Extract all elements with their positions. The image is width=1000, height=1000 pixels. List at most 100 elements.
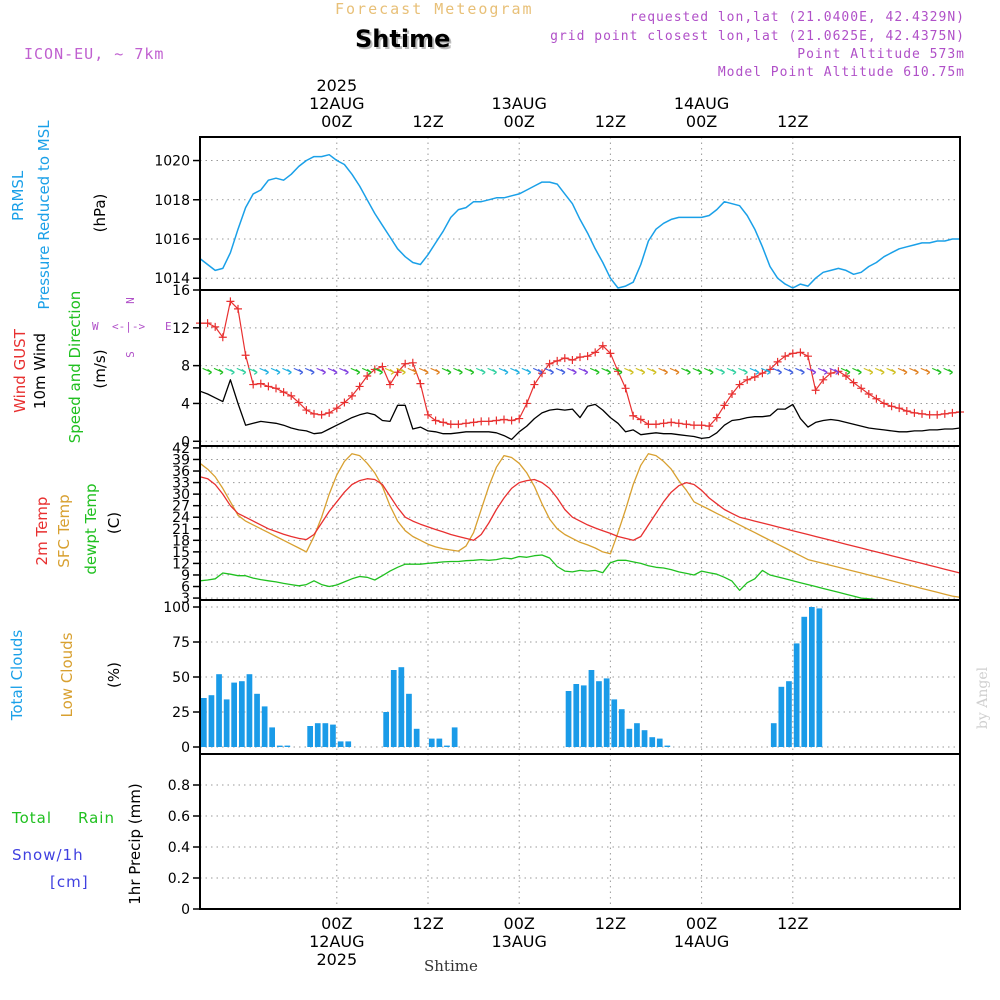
gust-marker [636, 415, 645, 424]
wind-direction-arrow [396, 367, 406, 375]
gust-marker [234, 304, 242, 313]
wind-direction-arrow [874, 367, 885, 375]
wind-direction-arrow [430, 367, 440, 375]
time-bottom-label: 12Z [777, 914, 809, 933]
gust-marker [720, 401, 729, 410]
gust-marker [355, 382, 364, 391]
wind-direction-arrow [555, 367, 566, 375]
cloud-bar [641, 730, 648, 747]
gust-marker [826, 369, 835, 378]
y-tick-label: 16 [172, 283, 190, 299]
temp-2m-line [199, 476, 961, 574]
wind-direction-arrow [852, 367, 862, 375]
wind-direction-arrow [453, 367, 463, 375]
wind-direction-arrow [567, 367, 577, 375]
wind-direction-arrow [681, 367, 691, 375]
time-bottom-label: 12Z [412, 914, 444, 933]
gust-marker [226, 297, 235, 306]
snow-label: Snow/1h [12, 846, 84, 864]
cloud-bar [284, 745, 291, 747]
gust-marker [545, 359, 554, 368]
cloud-bar [436, 738, 443, 747]
gust-marker [492, 416, 501, 425]
data-layer [196, 153, 964, 910]
y-tick-label: 21 [172, 522, 190, 538]
location-title: Shtime [355, 25, 451, 53]
grid-point-coords: grid point closest lon,lat (21.0625E, 42… [550, 29, 965, 44]
y-tick-label: 24 [172, 510, 190, 526]
wind-direction-arrow [646, 367, 657, 375]
gust-marker [446, 420, 455, 429]
wind-direction-arrow [487, 367, 497, 375]
wind-direction-arrow [897, 367, 908, 375]
wind-direction-arrow [817, 367, 828, 375]
gust-marker [522, 399, 531, 408]
cloud-bar [314, 723, 321, 747]
y-tick-label: 1018 [154, 193, 190, 209]
gust-marker [568, 355, 577, 364]
cloud-bar [307, 726, 313, 747]
gust-marker [576, 353, 584, 362]
wind-direction-arrow [225, 367, 235, 375]
cloud-bar [322, 723, 329, 747]
gust-marker [682, 420, 691, 429]
gust-marker [477, 417, 486, 426]
gust-marker [933, 410, 942, 419]
gust-marker [469, 418, 478, 427]
gust-marker [317, 410, 326, 419]
cloud-bar [603, 678, 610, 747]
gust-marker [925, 410, 934, 419]
y-tick-label: 27 [172, 499, 190, 515]
gust-marker [332, 404, 341, 413]
gust-marker [203, 319, 212, 328]
gust-marker [804, 352, 812, 361]
gust-marker [363, 372, 372, 381]
gust-marker [796, 348, 805, 357]
y-tick-label: 3 [181, 591, 190, 607]
gust-marker [895, 404, 904, 413]
y-tick-label: 15 [172, 545, 190, 561]
gust-marker [287, 391, 296, 400]
y-tick-label: 50 [172, 670, 190, 686]
gust-marker [560, 354, 569, 363]
cloud-bar [816, 608, 823, 747]
time-bottom-label: 14AUG [673, 932, 730, 951]
gust-marker [918, 409, 926, 418]
time-bottom-label: 12AUG [309, 932, 365, 951]
wind-direction-arrow [202, 367, 212, 375]
wind-direction-arrow [464, 367, 475, 375]
gust-marker [249, 380, 258, 389]
gust-marker [302, 406, 311, 415]
time-bottom-label: 00Z [503, 914, 535, 933]
wind-direction-arrow [738, 367, 748, 375]
y-tick-label: 1014 [154, 271, 190, 287]
time-top-label: 12AUG [309, 94, 365, 113]
wind-direction-arrow [601, 367, 611, 375]
cloud-bar [390, 670, 397, 747]
cloud-bar [254, 693, 260, 747]
gust-marker [948, 408, 957, 417]
gust-marker [553, 356, 562, 365]
compass-west: W [92, 320, 99, 333]
gust-marker [439, 418, 448, 427]
cloud-bar [786, 681, 792, 747]
wind-direction-arrow [544, 367, 554, 375]
cloud-bar [778, 686, 785, 747]
wind-direction-arrow [304, 367, 315, 375]
gust-marker [728, 390, 736, 398]
cloud-bar [809, 607, 815, 747]
gust-marker [583, 352, 592, 361]
wind-direction-arrow [840, 367, 851, 375]
gust-marker [272, 384, 280, 393]
y-tick-label: 4 [181, 396, 190, 412]
time-top-label: 00Z [685, 112, 718, 131]
y-tick-label: 100 [163, 600, 190, 616]
gust-marker [454, 420, 463, 429]
gust-marker [348, 391, 356, 400]
cloud-bar [223, 699, 230, 747]
y-tick-label: 25 [172, 705, 190, 721]
wind-direction-arrow [692, 367, 703, 375]
meteogram-subtitle: Forecast Meteogram [335, 0, 534, 18]
gust-marker [940, 409, 949, 418]
model-label: ICON-EU, ~ 7km [24, 45, 165, 63]
